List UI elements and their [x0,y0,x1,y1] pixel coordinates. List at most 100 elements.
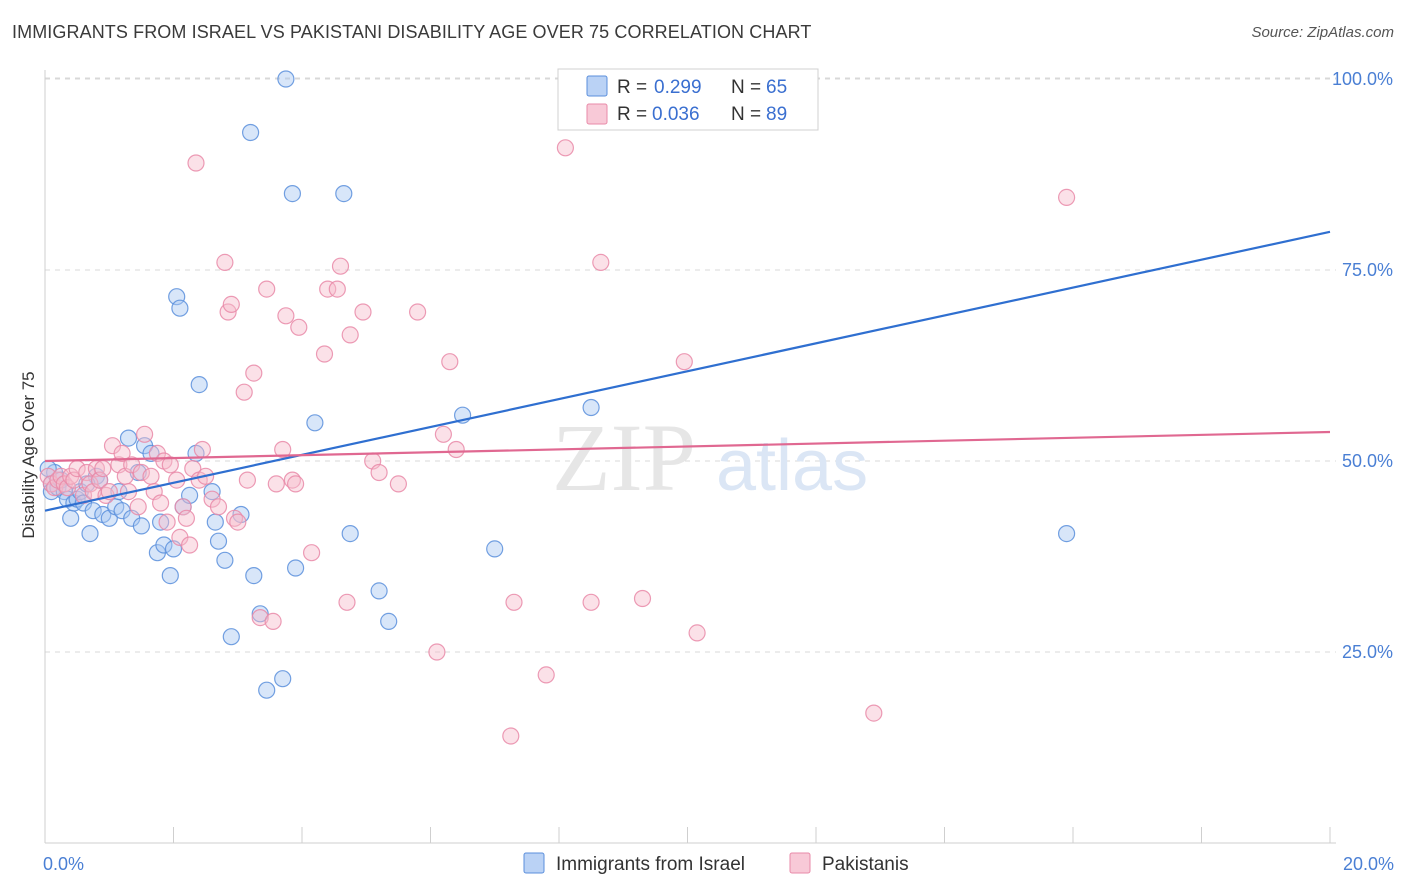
point-pakistani-28 [142,467,160,485]
point-pakistani-58 [267,475,285,493]
legend-r-label-israel: R = [617,77,647,98]
chart-title: IMMIGRANTS FROM ISRAEL VS PAKISTANI DISA… [12,22,812,42]
point-israel-59 [582,398,600,417]
source-label: Source: ZipAtlas.com [1251,24,1394,41]
point-pakistani-80 [505,593,523,611]
legend-n-label-israel: N = [731,77,761,98]
point-pakistani-90 [502,727,520,745]
point-israel-46 [251,605,269,623]
y-tick-label-25: 25.0% [1342,642,1393,662]
point-pakistani-31 [152,494,170,512]
point-pakistani-87 [688,624,706,642]
legend-n-label-pakistani: N = [731,104,761,125]
trend-line-pakistani [44,430,1331,463]
legend-swatch-israel [586,75,608,97]
point-pakistani-41 [187,154,205,172]
point-pakistani-69 [338,593,356,611]
point-israel-51 [287,559,305,577]
series-israel [39,70,1076,699]
point-pakistani-76 [428,643,446,661]
point-pakistani-83 [582,593,600,611]
point-pakistani-88 [865,704,883,722]
trend-line-israel [44,230,1331,512]
stats-legend: R = 0.299 N = 65 R = 0.036 N = 89 [557,68,819,131]
point-pakistani-38 [177,509,195,527]
point-pakistani-75 [409,303,427,321]
point-israel-37 [190,376,208,394]
y-tick-label-50: 50.0% [1342,451,1393,471]
point-israel-56 [380,612,398,631]
points-layer [39,70,1076,745]
point-israel-30 [161,566,179,585]
point-pakistani-51 [229,513,247,531]
point-israel-42 [222,628,240,646]
point-pakistani-82 [556,139,575,157]
point-pakistani-84 [592,253,610,271]
point-pakistani-56 [258,280,276,298]
trend-layer [44,230,1331,512]
watermark: ZIP atlas [552,404,868,511]
point-israel-33 [171,299,189,317]
y-tick-label-75: 75.0% [1342,260,1393,280]
point-pakistani-78 [441,353,459,371]
point-pakistani-47 [216,253,234,271]
point-pakistani-25 [129,498,147,516]
point-pakistani-66 [319,280,337,298]
point-pakistani-81 [537,666,555,684]
point-israel-28 [152,513,170,531]
point-pakistani-21 [113,444,131,462]
point-pakistani-16 [94,460,112,478]
point-pakistani-73 [370,463,388,482]
series-legend-swatch-pakistani [789,852,811,874]
point-pakistani-34 [161,456,179,474]
point-pakistani-39 [181,536,199,554]
axis-layer: 25.0% 50.0% 75.0% 100.0% 0.0% 20.0% [43,69,1394,874]
point-pakistani-86 [675,353,693,371]
point-pakistani-67 [328,280,346,298]
point-pakistani-55 [251,608,269,627]
point-pakistani-68 [331,257,350,275]
point-pakistani-77 [434,425,452,443]
point-israel-21 [119,429,138,447]
point-israel-55 [370,582,388,600]
point-israel-54 [341,524,359,543]
point-israel-7 [62,509,80,527]
point-pakistani-62 [287,475,305,493]
point-pakistani-52 [235,383,253,401]
point-israel-40 [209,532,228,550]
point-pakistani-43 [193,440,211,459]
x-tick-label-20: 20.0% [1343,854,1394,874]
legend-n-value-israel: 65 [766,77,787,98]
point-israel-48 [274,670,292,688]
point-pakistani-57 [264,612,282,631]
x-tick-label-0: 0.0% [43,854,84,874]
legend-r-value-israel: 0.299 [654,77,702,98]
watermark-atlas: atlas [716,426,868,506]
y-axis-title: Disability Age Over 75 [19,371,38,538]
point-israel-41 [216,551,234,569]
point-pakistani-53 [238,471,256,489]
point-israel-62 [1057,524,1076,543]
point-israel-47 [258,681,276,699]
series-legend: Immigrants from Israel Pakistanis [523,852,909,875]
point-pakistani-33 [158,513,176,531]
point-pakistani-26 [132,463,150,482]
series-legend-label-israel: Immigrants from Israel [556,854,745,875]
point-pakistani-46 [209,498,228,516]
point-israel-52 [306,414,324,432]
point-pakistani-49 [222,295,240,313]
legend-r-value-pakistani: 0.036 [652,104,700,125]
point-pakistani-54 [245,364,263,382]
point-israel-26 [142,444,160,462]
point-pakistani-85 [633,589,652,608]
point-israel-12 [81,524,99,543]
y-tick-label-100: 100.0% [1332,69,1393,89]
point-pakistani-70 [341,326,359,344]
point-israel-50 [283,185,301,203]
point-israel-58 [486,540,504,558]
point-pakistani-59 [274,440,292,459]
legend-r-label-pakistani: R = [617,104,647,125]
point-pakistani-79 [447,440,465,459]
point-pakistani-71 [354,303,372,321]
